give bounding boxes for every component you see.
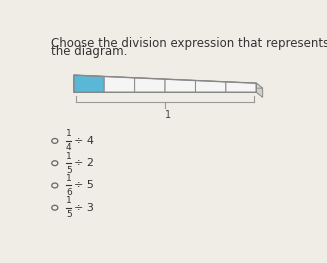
Text: 1: 1 (66, 174, 72, 183)
Text: 1: 1 (66, 196, 72, 205)
Text: ÷ 3: ÷ 3 (74, 203, 94, 213)
Polygon shape (226, 82, 256, 92)
Text: Choose the division expression that represents the shaded part of: Choose the division expression that repr… (51, 37, 327, 50)
Text: 5: 5 (66, 166, 72, 175)
Text: the diagram.: the diagram. (51, 45, 128, 58)
Polygon shape (74, 75, 263, 88)
Text: 1: 1 (66, 129, 72, 139)
Text: 5: 5 (66, 210, 72, 219)
Polygon shape (104, 77, 135, 92)
Polygon shape (196, 80, 226, 92)
Text: 4: 4 (66, 143, 72, 152)
Polygon shape (135, 78, 165, 92)
Text: ÷ 4: ÷ 4 (74, 136, 94, 146)
Text: 1: 1 (66, 152, 72, 161)
Text: ÷ 2: ÷ 2 (74, 158, 94, 168)
Polygon shape (74, 75, 104, 92)
Polygon shape (165, 79, 196, 92)
Polygon shape (256, 83, 263, 97)
Text: 6: 6 (66, 188, 72, 197)
Text: 1: 1 (164, 109, 171, 119)
Text: ÷ 5: ÷ 5 (74, 180, 94, 190)
